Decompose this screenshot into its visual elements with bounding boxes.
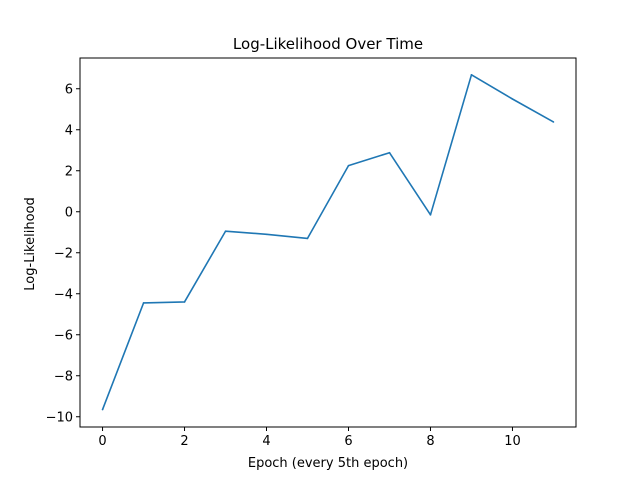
- data-point-0-6: [347, 164, 350, 167]
- x-tick-label-2: 2: [180, 434, 188, 449]
- y-tick-label--2: −2: [54, 246, 73, 261]
- data-point-0-8: [429, 214, 432, 216]
- data-point-0-2: [183, 301, 186, 303]
- y-tick-label-0: 0: [65, 205, 73, 220]
- y-tick-label--8: −8: [54, 369, 73, 384]
- data-point-0-1: [142, 302, 145, 304]
- data-point-0-9: [470, 74, 473, 76]
- x-tick-label-8: 8: [426, 434, 434, 449]
- y-tick-label-4: 4: [65, 123, 73, 138]
- plot-area: 0 2 4 6 8 10 −10 −8 −6 −4 −2 0 2 4 6: [46, 57, 577, 449]
- axes-frame: [79, 57, 577, 428]
- chart-title: Log-Likelihood Over Time: [233, 35, 423, 53]
- x-axis-label: Epoch (every 5th epoch): [248, 456, 408, 471]
- data-point-0-7: [388, 151, 391, 154]
- data-point-0-4: [265, 233, 268, 236]
- data-point-0-11: [552, 121, 555, 123]
- y-tick-label--6: −6: [54, 328, 73, 343]
- series-line-0: [101, 74, 554, 410]
- y-tick-label--4: −4: [54, 287, 73, 302]
- data-point-0-5: [306, 237, 309, 240]
- x-tick-label-4: 4: [262, 434, 270, 449]
- x-tick-label-6: 6: [344, 434, 352, 449]
- data-point-0-3: [224, 230, 227, 233]
- data-point-0-10: [511, 98, 514, 100]
- y-tick-label-2: 2: [65, 164, 73, 179]
- y-axis-label: Log-Likelihood: [23, 197, 38, 290]
- x-tick-label-10: 10: [504, 434, 521, 449]
- y-tick-label-6: 6: [65, 82, 73, 97]
- y-tick-label--10: −10: [46, 410, 73, 425]
- x-tick-label-0: 0: [98, 434, 106, 449]
- data-point-0-0: [101, 408, 104, 411]
